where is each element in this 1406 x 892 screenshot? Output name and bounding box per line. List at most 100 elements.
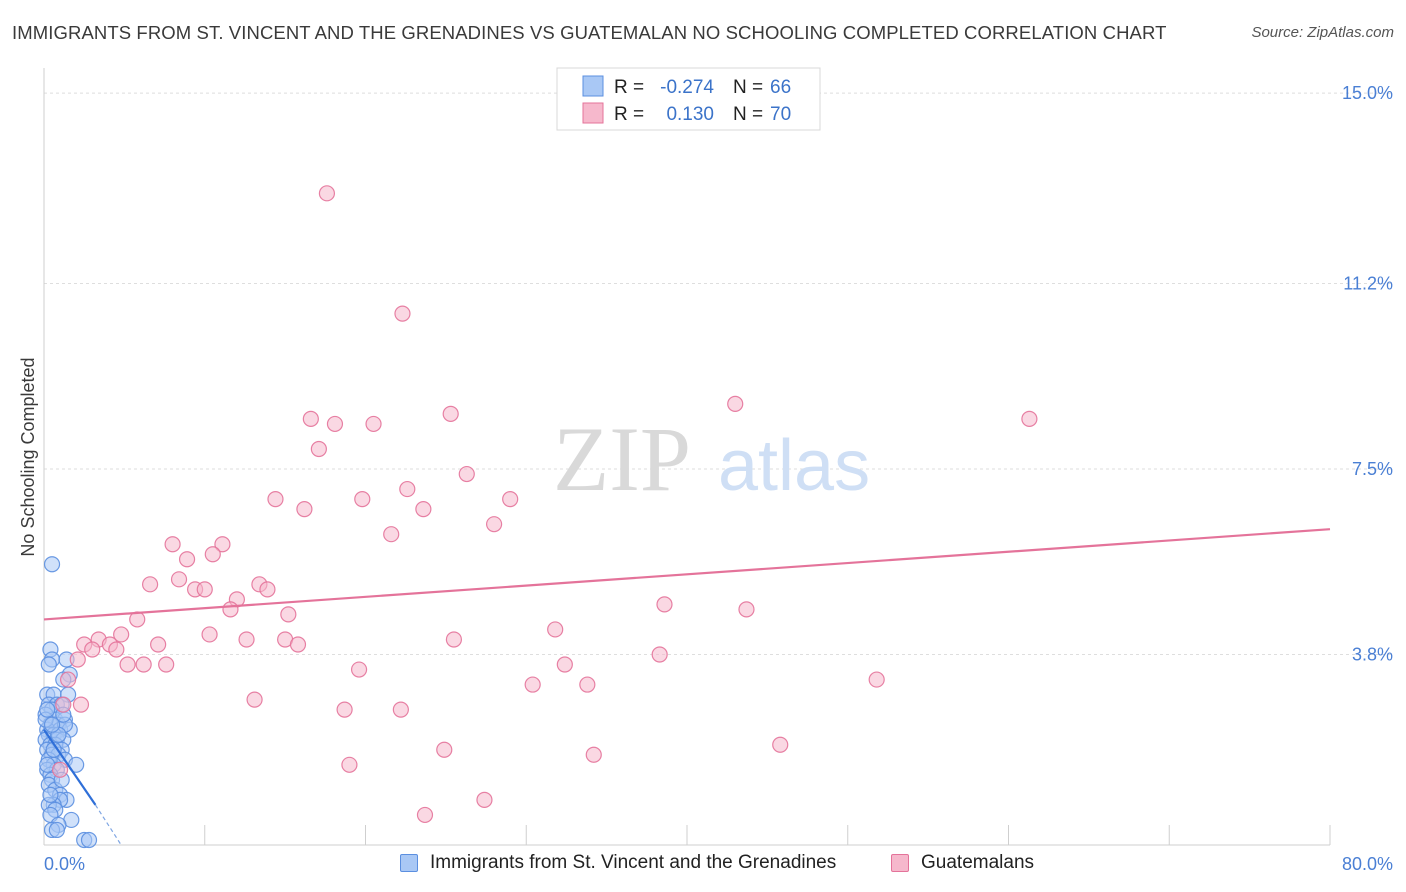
point-guatemalan bbox=[69, 651, 86, 668]
stats-n-label-blue: N = bbox=[733, 77, 763, 98]
point-guatemalan bbox=[214, 536, 231, 553]
point-guatemalan bbox=[280, 606, 297, 623]
point-guatemalan bbox=[1021, 410, 1038, 428]
point-guatemalan bbox=[772, 736, 789, 753]
point-guatemalan bbox=[302, 410, 319, 428]
point-guatemalan bbox=[201, 626, 218, 643]
y-axis-label: No Schooling Completed bbox=[18, 357, 38, 556]
point-st-vincent bbox=[39, 701, 56, 718]
y-tick-label: 3.8% bbox=[1352, 645, 1393, 665]
point-guatemalan bbox=[392, 701, 409, 718]
point-guatemalan bbox=[296, 501, 313, 518]
point-guatemalan bbox=[727, 395, 744, 412]
x-tick-label-max: 80.0% bbox=[1342, 854, 1393, 874]
point-st-vincent bbox=[80, 831, 98, 849]
stats-legend: R = -0.274 N = 66 R = 0.130 N = 70 bbox=[556, 67, 821, 131]
stats-n-label-pink: N = bbox=[733, 104, 763, 125]
point-guatemalan bbox=[267, 491, 284, 508]
point-guatemalan bbox=[51, 761, 69, 778]
point-guatemalan bbox=[556, 656, 573, 673]
stats-r-label-pink: R = bbox=[614, 104, 644, 125]
legend-label-blue: Immigrants from St. Vincent and the Gren… bbox=[430, 852, 837, 873]
stats-legend-swatch-pink bbox=[582, 102, 604, 124]
point-guatemalan bbox=[108, 641, 125, 658]
point-guatemalan bbox=[383, 526, 400, 543]
grid-lines bbox=[44, 92, 1393, 656]
point-guatemalan bbox=[318, 185, 336, 202]
y-tick-label: 7.5% bbox=[1352, 459, 1393, 479]
point-guatemalan bbox=[738, 601, 755, 618]
point-guatemalan bbox=[416, 806, 434, 824]
point-guatemalan bbox=[178, 551, 196, 568]
point-guatemalan bbox=[135, 656, 152, 673]
point-guatemalan bbox=[486, 516, 503, 533]
chart-title: IMMIGRANTS FROM ST. VINCENT AND THE GREN… bbox=[12, 22, 1167, 43]
point-guatemalan bbox=[72, 696, 90, 713]
point-guatemalan bbox=[326, 415, 344, 433]
trend-line-st-vincent bbox=[43, 729, 97, 806]
y-axis-tick-labels: 3.8% 7.5% 11.2% 15.0% bbox=[1342, 83, 1393, 664]
legend-item-pink: Guatemalans bbox=[891, 852, 1034, 874]
point-guatemalan bbox=[502, 491, 519, 508]
point-guatemalan bbox=[585, 746, 602, 763]
legend-item-blue: Immigrants from St. Vincent and the Gren… bbox=[400, 852, 836, 874]
stats-r-label-blue: R = bbox=[614, 77, 644, 98]
series-legend: Immigrants from St. Vincent and the Gren… bbox=[0, 852, 1406, 878]
legend-swatch-blue bbox=[400, 854, 418, 872]
point-guatemalan bbox=[399, 480, 416, 498]
point-guatemalan bbox=[394, 305, 411, 322]
point-guatemalan bbox=[158, 656, 175, 673]
point-guatemalan bbox=[310, 440, 327, 458]
point-guatemalan bbox=[415, 501, 432, 518]
stats-r-value-pink: 0.130 bbox=[666, 104, 714, 125]
point-guatemalan bbox=[341, 756, 358, 773]
series-pink-points bbox=[51, 185, 1038, 824]
y-tick-label: 15.0% bbox=[1342, 83, 1393, 103]
point-st-vincent bbox=[48, 821, 65, 839]
point-guatemalan bbox=[113, 626, 130, 643]
legend-swatch-pink bbox=[891, 854, 909, 872]
point-guatemalan bbox=[436, 741, 453, 758]
trend-line-st-vincent-extension bbox=[94, 804, 122, 846]
point-guatemalan bbox=[656, 596, 673, 613]
point-guatemalan bbox=[238, 631, 255, 648]
point-guatemalan bbox=[524, 676, 541, 693]
point-guatemalan bbox=[442, 405, 459, 422]
point-guatemalan bbox=[354, 491, 371, 508]
stats-legend-swatch-blue bbox=[582, 75, 604, 97]
trend-lines bbox=[43, 528, 1331, 846]
point-guatemalan bbox=[259, 581, 276, 598]
point-guatemalan bbox=[350, 661, 368, 678]
point-st-vincent bbox=[42, 786, 59, 803]
legend-label-pink: Guatemalans bbox=[921, 852, 1035, 873]
point-guatemalan bbox=[84, 641, 101, 658]
point-guatemalan bbox=[196, 581, 213, 598]
watermark-zip: ZIP bbox=[553, 408, 691, 510]
point-guatemalan bbox=[458, 465, 475, 483]
y-tick-label: 11.2% bbox=[1343, 274, 1393, 294]
point-guatemalan bbox=[141, 576, 159, 593]
point-st-vincent bbox=[43, 716, 61, 733]
point-guatemalan bbox=[164, 536, 181, 553]
source-credit: Source: ZipAtlas.com bbox=[1251, 24, 1394, 41]
stats-n-value-pink: 70 bbox=[770, 104, 791, 125]
point-guatemalan bbox=[55, 696, 72, 713]
point-guatemalan bbox=[222, 601, 239, 618]
x-tick-label-min: 0.0% bbox=[44, 854, 85, 874]
point-st-vincent bbox=[40, 656, 57, 673]
point-guatemalan bbox=[119, 656, 136, 673]
point-guatemalan bbox=[651, 646, 668, 663]
point-guatemalan bbox=[150, 636, 167, 653]
point-guatemalan bbox=[336, 701, 353, 718]
point-st-vincent bbox=[43, 556, 61, 573]
x-axis-ticks bbox=[204, 825, 1331, 845]
trend-line-guatemalan bbox=[43, 528, 1331, 621]
point-guatemalan bbox=[246, 691, 263, 708]
point-guatemalan bbox=[547, 621, 564, 638]
point-guatemalan bbox=[289, 636, 307, 653]
point-guatemalan bbox=[476, 791, 493, 808]
point-guatemalan bbox=[365, 415, 382, 433]
point-guatemalan bbox=[60, 671, 77, 688]
stats-r-value-blue: -0.274 bbox=[660, 77, 714, 98]
